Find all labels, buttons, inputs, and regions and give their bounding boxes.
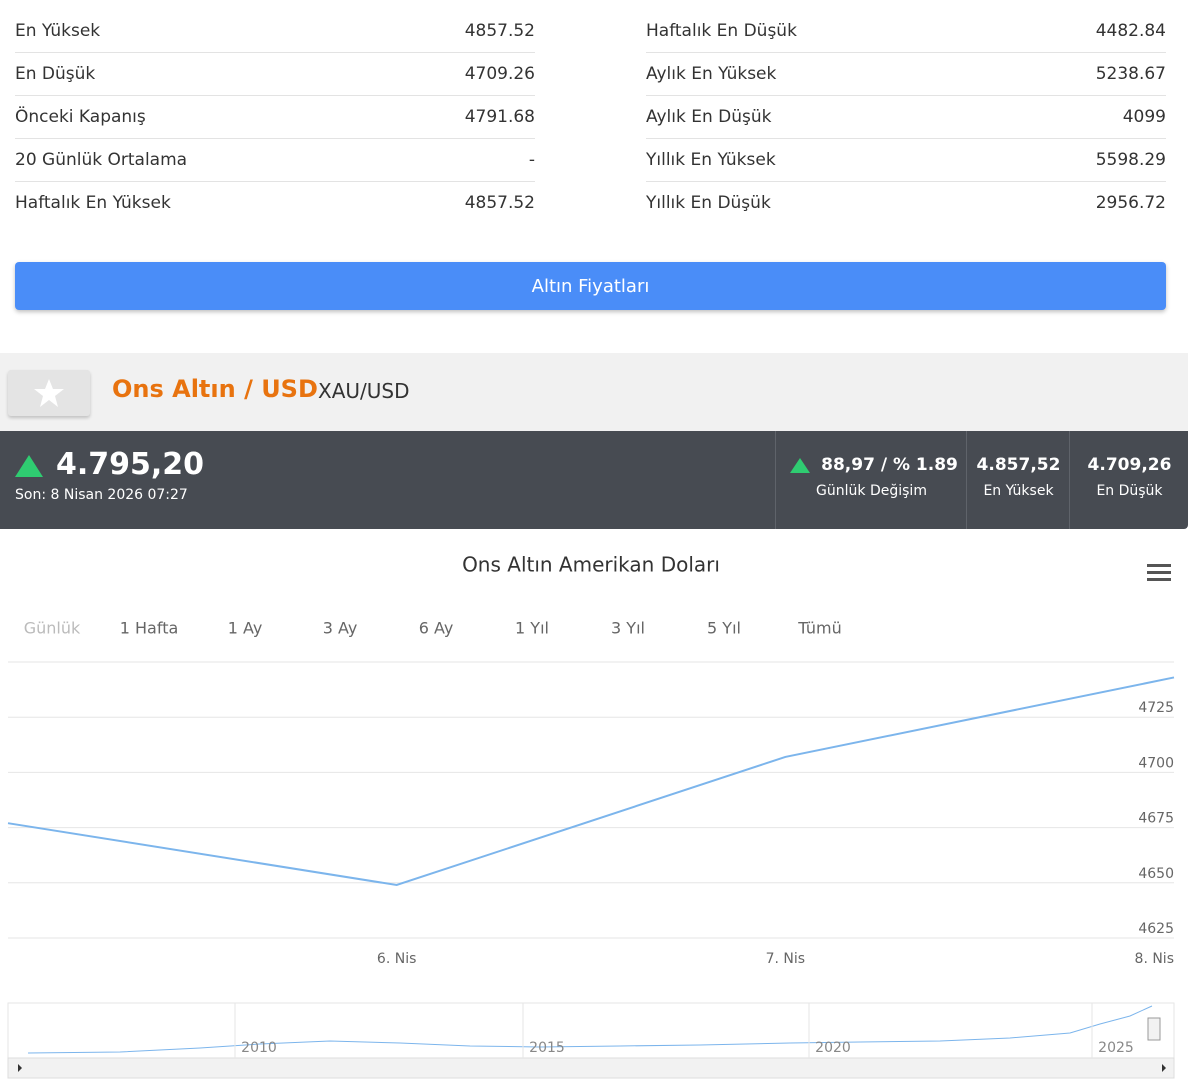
quote-bar: 4.795,20 Son: 8 Nisan 2026 07:27 88,97 /… xyxy=(0,431,1188,529)
favorite-button[interactable] xyxy=(8,370,90,416)
stat-value: - xyxy=(528,150,535,170)
navigator-label: 2015 xyxy=(529,1040,565,1056)
stat-row: Yıllık En Düşük 2956.72 xyxy=(646,182,1166,224)
high: 4.857,52 xyxy=(976,455,1061,475)
stat-row: 20 Günlük Ortalama - xyxy=(15,139,535,182)
range-button[interactable]: 1 Hafta xyxy=(120,619,179,638)
navigator-line xyxy=(27,1005,1153,1054)
stat-row: Aylık En Yüksek 5238.67 xyxy=(646,53,1166,96)
up-arrow xyxy=(790,458,810,473)
scroll-left[interactable] xyxy=(18,1064,22,1072)
stat-label: Yıllık En Yüksek xyxy=(646,150,776,170)
y-tick-label: 4700 xyxy=(1138,755,1174,771)
stats-right: Haftalık En Düşük 4482.84 Aylık En Yüksek 5… xyxy=(646,10,1166,224)
stat-row: Haftalık En Düşük 4482.84 xyxy=(646,10,1166,53)
x-tick-label: 8. Nis xyxy=(1135,951,1174,967)
navigator-label: 2020 xyxy=(815,1040,851,1056)
stat-label: Aylık En Düşük xyxy=(646,107,772,127)
stats: En Yüksek 4857.52 En Düşük 4709.26 Önceki Ka… xyxy=(15,10,1166,224)
star-icon xyxy=(34,379,64,407)
stat-label: Önceki Kapanış xyxy=(15,107,146,127)
stat-row: En Yüksek 4857.52 xyxy=(15,10,535,53)
stat-row: Aylık En Düşük 4099 xyxy=(646,96,1166,139)
x-tick-label: 6. Nis xyxy=(377,951,416,967)
stat-row: Haftalık En Yüksek 4857.52 xyxy=(15,182,535,224)
instrument-header: Ons Altın / USD XAU/USD xyxy=(0,353,1188,431)
stat-value: 4857.52 xyxy=(464,193,535,213)
stat-value: 4482.84 xyxy=(1095,21,1166,41)
range-button[interactable]: 1 Ay xyxy=(228,619,263,638)
stat-row: En Düşük 4709.26 xyxy=(15,53,535,96)
price-line xyxy=(7,676,1175,887)
high-cell: 4.857,52 En Yüksek xyxy=(966,431,1070,529)
range-button[interactable]: 6 Ay xyxy=(419,619,454,638)
range-button[interactable]: 5 Yıl xyxy=(707,619,741,638)
stat-value: 5238.67 xyxy=(1095,64,1166,84)
navigator[interactable] xyxy=(7,1002,1175,1059)
stat-label: Haftalık En Düşük xyxy=(646,21,797,41)
low: 4.709,26 xyxy=(1087,455,1172,475)
chart: Ons Altın Amerikan Doları Günlük 1 Hafta 1… xyxy=(7,553,1175,1079)
last-update: Son: 8 Nisan 2026 07:27 xyxy=(15,487,188,503)
up-arrow xyxy=(15,455,43,477)
y-tick-label: 4650 xyxy=(1138,866,1174,882)
chart-title: Ons Altın Amerikan Doları xyxy=(462,553,720,577)
scrollbar[interactable] xyxy=(7,1057,1175,1079)
navigator-label: 2010 xyxy=(241,1040,277,1056)
stat-label: Aylık En Yüksek xyxy=(646,64,777,84)
navigator-handle[interactable] xyxy=(1147,1017,1161,1041)
stat-value: 4099 xyxy=(1122,107,1166,127)
high-label: En Yüksek xyxy=(983,483,1054,499)
stat-label: Haftalık En Yüksek xyxy=(15,193,171,213)
y-tick-label: 4625 xyxy=(1138,921,1174,937)
range-button[interactable]: Tümü xyxy=(797,619,841,638)
low-cell: 4.709,26 En Düşük xyxy=(1069,431,1189,529)
stat-value: 5598.29 xyxy=(1095,150,1166,170)
range-button[interactable]: Günlük xyxy=(24,619,81,638)
range-button[interactable]: 3 Ay xyxy=(323,619,358,638)
instrument-name: Ons Altın / USD xyxy=(112,375,318,403)
change: 88,97 / % 1.89 xyxy=(821,455,958,475)
stat-value: 4791.68 xyxy=(464,107,535,127)
low-label: En Düşük xyxy=(1096,483,1163,499)
stat-row: Yıllık En Yüksek 5598.29 xyxy=(646,139,1166,182)
price: 4.795,20 xyxy=(56,447,205,482)
stat-value: 4709.26 xyxy=(464,64,535,84)
change-cell: 88,97 / % 1.89 Günlük Değişim xyxy=(775,431,967,529)
stat-label: 20 Günlük Ortalama xyxy=(15,150,188,170)
menu-button[interactable] xyxy=(1147,564,1171,581)
range-button[interactable]: 3 Yıl xyxy=(611,619,645,638)
stats-left: En Yüksek 4857.52 En Düşük 4709.26 Önceki Ka… xyxy=(15,10,535,224)
stat-row: Önceki Kapanış 4791.68 xyxy=(15,96,535,139)
scroll-right[interactable] xyxy=(1162,1064,1166,1072)
stat-label: En Düşük xyxy=(15,64,96,84)
change-label: Günlük Değişim xyxy=(816,483,927,499)
y-tick-label: 4675 xyxy=(1138,811,1174,827)
navigator-label: 2025 xyxy=(1098,1040,1134,1056)
instrument-symbol: XAU/USD xyxy=(318,379,410,403)
x-tick-label: 7. Nis xyxy=(766,951,805,967)
gold-prices-button[interactable]: Altın Fiyatları xyxy=(15,262,1166,310)
stat-value: 4857.52 xyxy=(464,21,535,41)
stat-label: Yıllık En Düşük xyxy=(646,193,771,213)
y-tick-label: 4725 xyxy=(1138,700,1174,716)
range-button[interactable]: 1 Yıl xyxy=(515,619,549,638)
stat-label: En Yüksek xyxy=(15,21,101,41)
stat-value: 2956.72 xyxy=(1095,193,1166,213)
